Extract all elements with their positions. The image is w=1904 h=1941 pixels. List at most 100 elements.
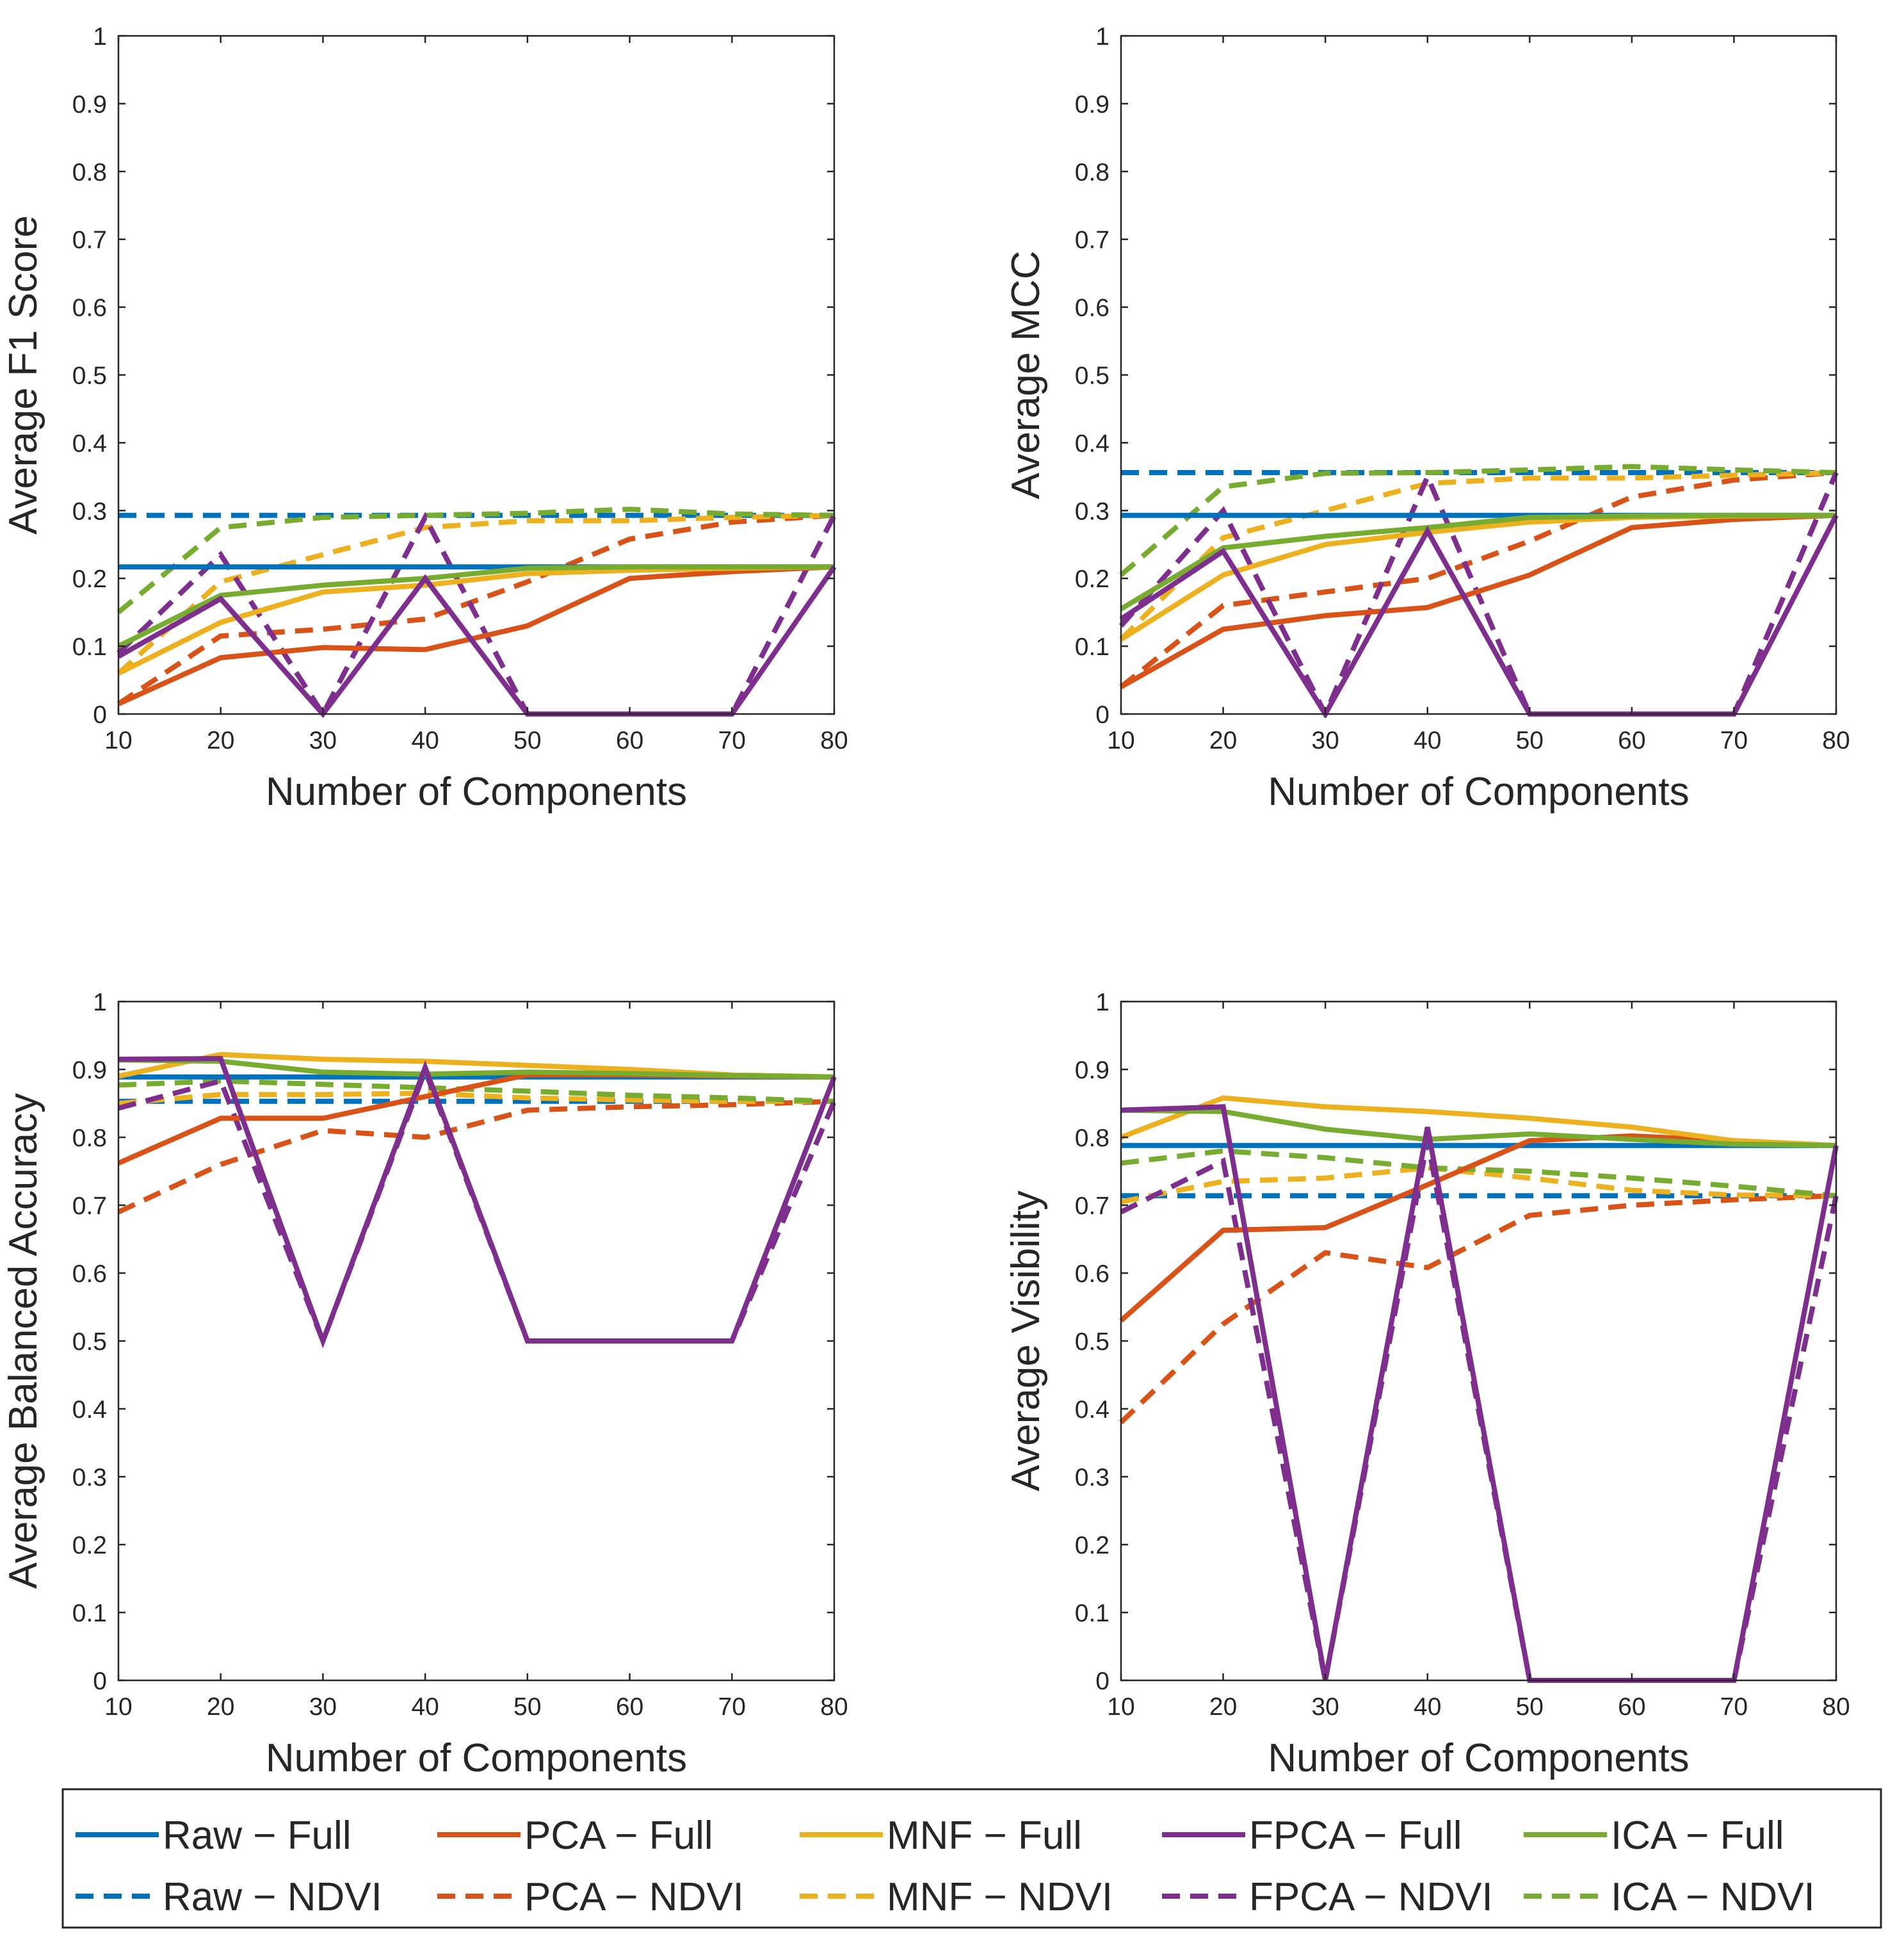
legend-box (61, 1788, 1882, 1929)
legend-label-ica-full: ICA − Full (1611, 1814, 1784, 1858)
y-tick-label: 0.4 (1075, 430, 1109, 457)
y-tick-label: 0.6 (1075, 1260, 1109, 1288)
y-tick-label: 0.7 (72, 1192, 107, 1220)
series-group (117, 507, 837, 718)
y-tick-label: 1 (1095, 989, 1109, 1016)
legend-label-fpca-full: FPCA − Full (1249, 1814, 1462, 1858)
axes-box (117, 35, 835, 715)
x-tick-label: 60 (1618, 727, 1645, 754)
x-tick-label: 30 (309, 1693, 337, 1721)
chart-balanced-accuracy: 10 20 30 40 50 60 70 80 0 0.1 0.2 0.3 0.4 0.5 0.6 0.7 0.… (1, 989, 848, 1780)
y-tick-label: 0.1 (72, 633, 107, 661)
x-tick-label: 60 (1618, 1693, 1645, 1721)
x-tick-label: 80 (1822, 727, 1850, 754)
y-axis-label: Average Balanced Accuracy (1, 1093, 45, 1589)
x-axis-label: Number of Components (266, 1736, 687, 1780)
y-axis-label: Average MCC (1004, 250, 1048, 499)
series-line-pca-ndvi (117, 512, 835, 706)
legend-label-fpca-ndvi: FPCA − NDVI (1249, 1875, 1493, 1919)
series-line-mnf-ndvi (1119, 470, 1837, 642)
x-tick-label: 10 (1107, 1693, 1134, 1721)
y-tick-label: 0.8 (72, 159, 107, 186)
x-tick-label: 80 (820, 727, 848, 754)
y-tick-label: 0.2 (72, 565, 107, 593)
x-axis-label: Number of Components (1268, 1736, 1689, 1780)
x-tick-label: 40 (411, 727, 439, 754)
series-line-pca-ndvi (117, 1098, 835, 1215)
chart-f1-score: 10 20 30 40 50 60 70 80 0 0.1 0.2 0.3 0.4 0.5 0.6 0.7 0.… (1, 23, 848, 814)
plot-area (1121, 36, 1836, 714)
chart-mcc: 10 20 30 40 50 60 70 80 0 0.1 0.2 0.3 0.4 0.5 0.6 0.7 0.… (1004, 23, 1850, 814)
y-axis-label: Average F1 Score (1, 215, 45, 535)
axes-box (1120, 35, 1837, 715)
y-tick-label: 0.8 (1075, 1125, 1109, 1152)
legend-label-mnf-ndvi: MNF − NDVI (887, 1875, 1113, 1919)
y-tick-label: 0 (1095, 701, 1109, 729)
x-tick-label: 50 (1516, 727, 1544, 754)
y-tick-label: 0.5 (1075, 362, 1109, 390)
legend: Raw − Full PCA − Full MNF − Full FPCA − Ful… (61, 1788, 1882, 1929)
x-tick-label: 10 (104, 1693, 132, 1721)
series-line-mnf-ndvi (1120, 1165, 1837, 1205)
y-tick-label: 0.1 (1075, 633, 1109, 661)
y-tick-label: 0.5 (72, 362, 107, 390)
x-tick-label: 70 (1720, 1693, 1748, 1721)
chart-visibility: 10 20 30 40 50 60 70 80 0 0.1 0.2 0.3 0.4 0.5 0.6 0.7 0.… (1004, 989, 1850, 1780)
y-tick-label: 0.5 (1075, 1328, 1109, 1356)
y-tick-label: 0.6 (72, 295, 107, 322)
y-tick-label: 0.2 (72, 1532, 107, 1559)
series-line-ica-full (1120, 1107, 1837, 1148)
x-tick-label: 10 (1107, 727, 1134, 754)
series-line-pca-ndvi (1119, 470, 1837, 689)
x-tick-label: 70 (1720, 727, 1748, 754)
x-tick-label: 20 (207, 727, 234, 754)
series-line-ica-full (118, 1057, 835, 1080)
y-tick-label: 0.2 (1075, 565, 1109, 593)
x-tick-label: 30 (1311, 1693, 1339, 1721)
series-line-mnf-full (1120, 1095, 1837, 1148)
series-line-pca-full (117, 564, 835, 706)
legend-label-raw-ndvi: Raw − NDVI (163, 1875, 382, 1919)
x-tick-label: 40 (411, 1693, 439, 1721)
x-tick-label: 40 (1414, 727, 1441, 754)
series-line-ica-ndvi (1120, 1148, 1837, 1199)
y-tick-label: 0.9 (1075, 91, 1109, 118)
axes-box (117, 1000, 835, 1682)
y-tick-label: 0.8 (72, 1125, 107, 1152)
y-tick-label: 0.7 (1075, 1192, 1109, 1220)
x-tick-label: 60 (616, 727, 643, 754)
x-tick-label: 20 (207, 1693, 234, 1721)
y-tick-label: 0.9 (1075, 1057, 1109, 1084)
y-tick-label: 0.9 (72, 91, 107, 118)
legend-label-pca-ndvi: PCA − NDVI (524, 1875, 744, 1919)
series-line-mnf-ndvi (118, 1091, 834, 1106)
y-tick-label: 0.1 (72, 1600, 107, 1627)
y-tick-label: 0.4 (72, 1396, 107, 1424)
y-tick-label: 1 (1095, 23, 1109, 51)
series-line-ica-full (117, 564, 834, 649)
y-tick-label: 1 (93, 23, 107, 51)
x-tick-label: 70 (718, 1693, 746, 1721)
y-tick-label: 0.3 (72, 498, 107, 525)
series-line-pca-full (1120, 512, 1837, 690)
y-tick-label: 0 (1095, 1668, 1109, 1695)
legend-label-ica-ndvi: ICA − NDVI (1611, 1875, 1815, 1919)
x-tick-label: 10 (104, 727, 132, 754)
legend-label-mnf-full: MNF − Full (887, 1814, 1082, 1858)
y-tick-label: 0.1 (1075, 1600, 1109, 1627)
y-tick-label: 0.5 (72, 1328, 107, 1356)
x-tick-label: 50 (513, 727, 541, 754)
x-axis-label: Number of Components (1268, 770, 1689, 814)
series-line-fpca-full (118, 1055, 837, 1349)
y-tick-label: 0 (93, 1668, 107, 1695)
axes-box (1120, 1000, 1837, 1682)
x-tick-label: 30 (1311, 727, 1339, 754)
y-tick-label: 0.4 (1075, 1396, 1109, 1424)
y-tick-label: 0.2 (1075, 1532, 1109, 1559)
y-tick-label: 0.7 (72, 227, 107, 254)
x-axis-label: Number of Components (266, 770, 687, 814)
y-tick-label: 0 (93, 701, 107, 729)
x-tick-label: 20 (1209, 1693, 1237, 1721)
x-tick-label: 50 (1516, 1693, 1544, 1721)
y-tick-label: 0.6 (1075, 295, 1109, 322)
